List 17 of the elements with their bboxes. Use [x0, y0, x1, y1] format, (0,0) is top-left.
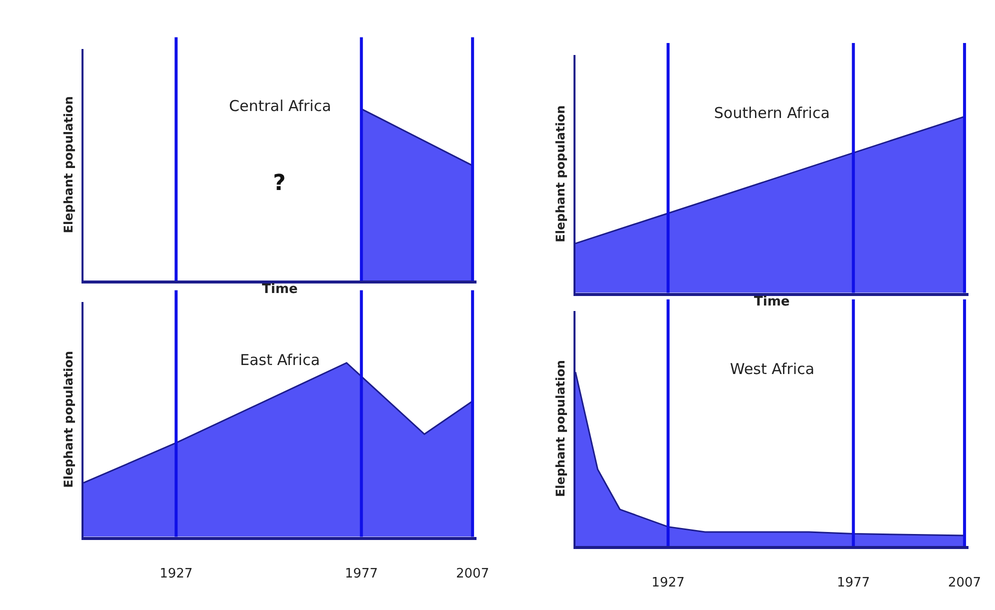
chart-title: West Africa: [730, 360, 814, 378]
y-axis-title: Elephant population: [62, 350, 76, 488]
x-tick-label: 2007: [456, 566, 490, 582]
x-axis-title: Time: [262, 282, 298, 298]
chart-title: East Africa: [240, 351, 320, 369]
y-axis-title: Elephant population: [62, 96, 76, 234]
x-tick-label: 1977: [344, 566, 378, 582]
x-axis-title: Time: [754, 294, 790, 310]
chart-title: Southern Africa: [714, 104, 830, 122]
y-axis-title: Elephant population: [554, 105, 568, 242]
chart-title: Central Africa: [229, 97, 332, 115]
y-axis-title: Elephant population: [554, 360, 568, 497]
x-tick-label: 1977: [836, 576, 870, 591]
x-tick-label: 2007: [948, 576, 982, 591]
x-tick-label: 1927: [652, 576, 685, 591]
annotation: ?: [273, 171, 286, 196]
x-tick-label: 1927: [160, 566, 193, 582]
